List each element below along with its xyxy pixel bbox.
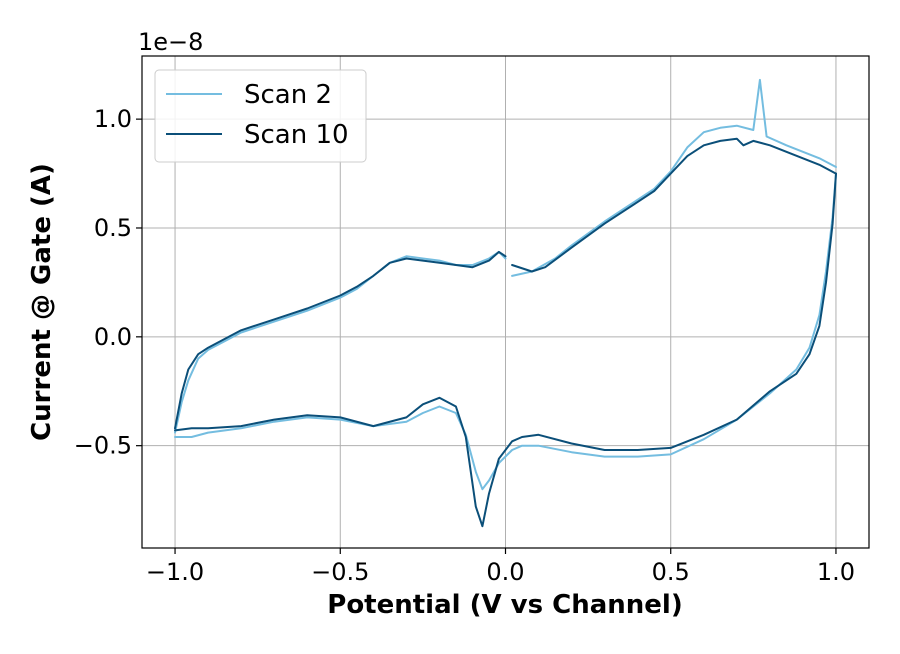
x-tick-label: −1.0	[146, 558, 204, 586]
series-line-scan-2-reverse	[174, 172, 837, 491]
series-line-scan-10-reverse	[174, 172, 837, 528]
x-tick-label: −0.5	[311, 558, 369, 586]
y-axis-offset-label: 1e−8	[138, 28, 203, 56]
y-tick-label: 0.5	[94, 214, 132, 242]
legend-label-scan-2: Scan 2	[244, 80, 332, 110]
y-tick-label: 1.0	[94, 105, 132, 133]
series-line-scan-10-tail	[174, 250, 507, 430]
x-axis-label: Potential (V vs Channel)	[327, 590, 682, 620]
series-line-scan-2-forward	[511, 78, 837, 277]
y-tick-label: −0.5	[74, 432, 132, 460]
plot-lines	[174, 78, 837, 528]
x-tick-label: 0.0	[486, 558, 524, 586]
y-axis-label: Current @ Gate (A)	[27, 163, 57, 441]
x-tick-label: 1.0	[817, 558, 855, 586]
legend-label-scan-10: Scan 10	[244, 120, 349, 150]
series-line-scan-10-forward	[511, 137, 837, 273]
series-line-scan-2-tail	[174, 250, 507, 434]
y-tick-label: 0.0	[94, 323, 132, 351]
legend: Scan 2 Scan 10	[154, 69, 367, 163]
y-axis-ticks: −0.5 0.0 0.5 1.0	[74, 105, 142, 460]
x-tick-label: 0.5	[652, 558, 690, 586]
x-axis-ticks: −1.0 −0.5 0.0 0.5 1.0	[146, 548, 855, 586]
